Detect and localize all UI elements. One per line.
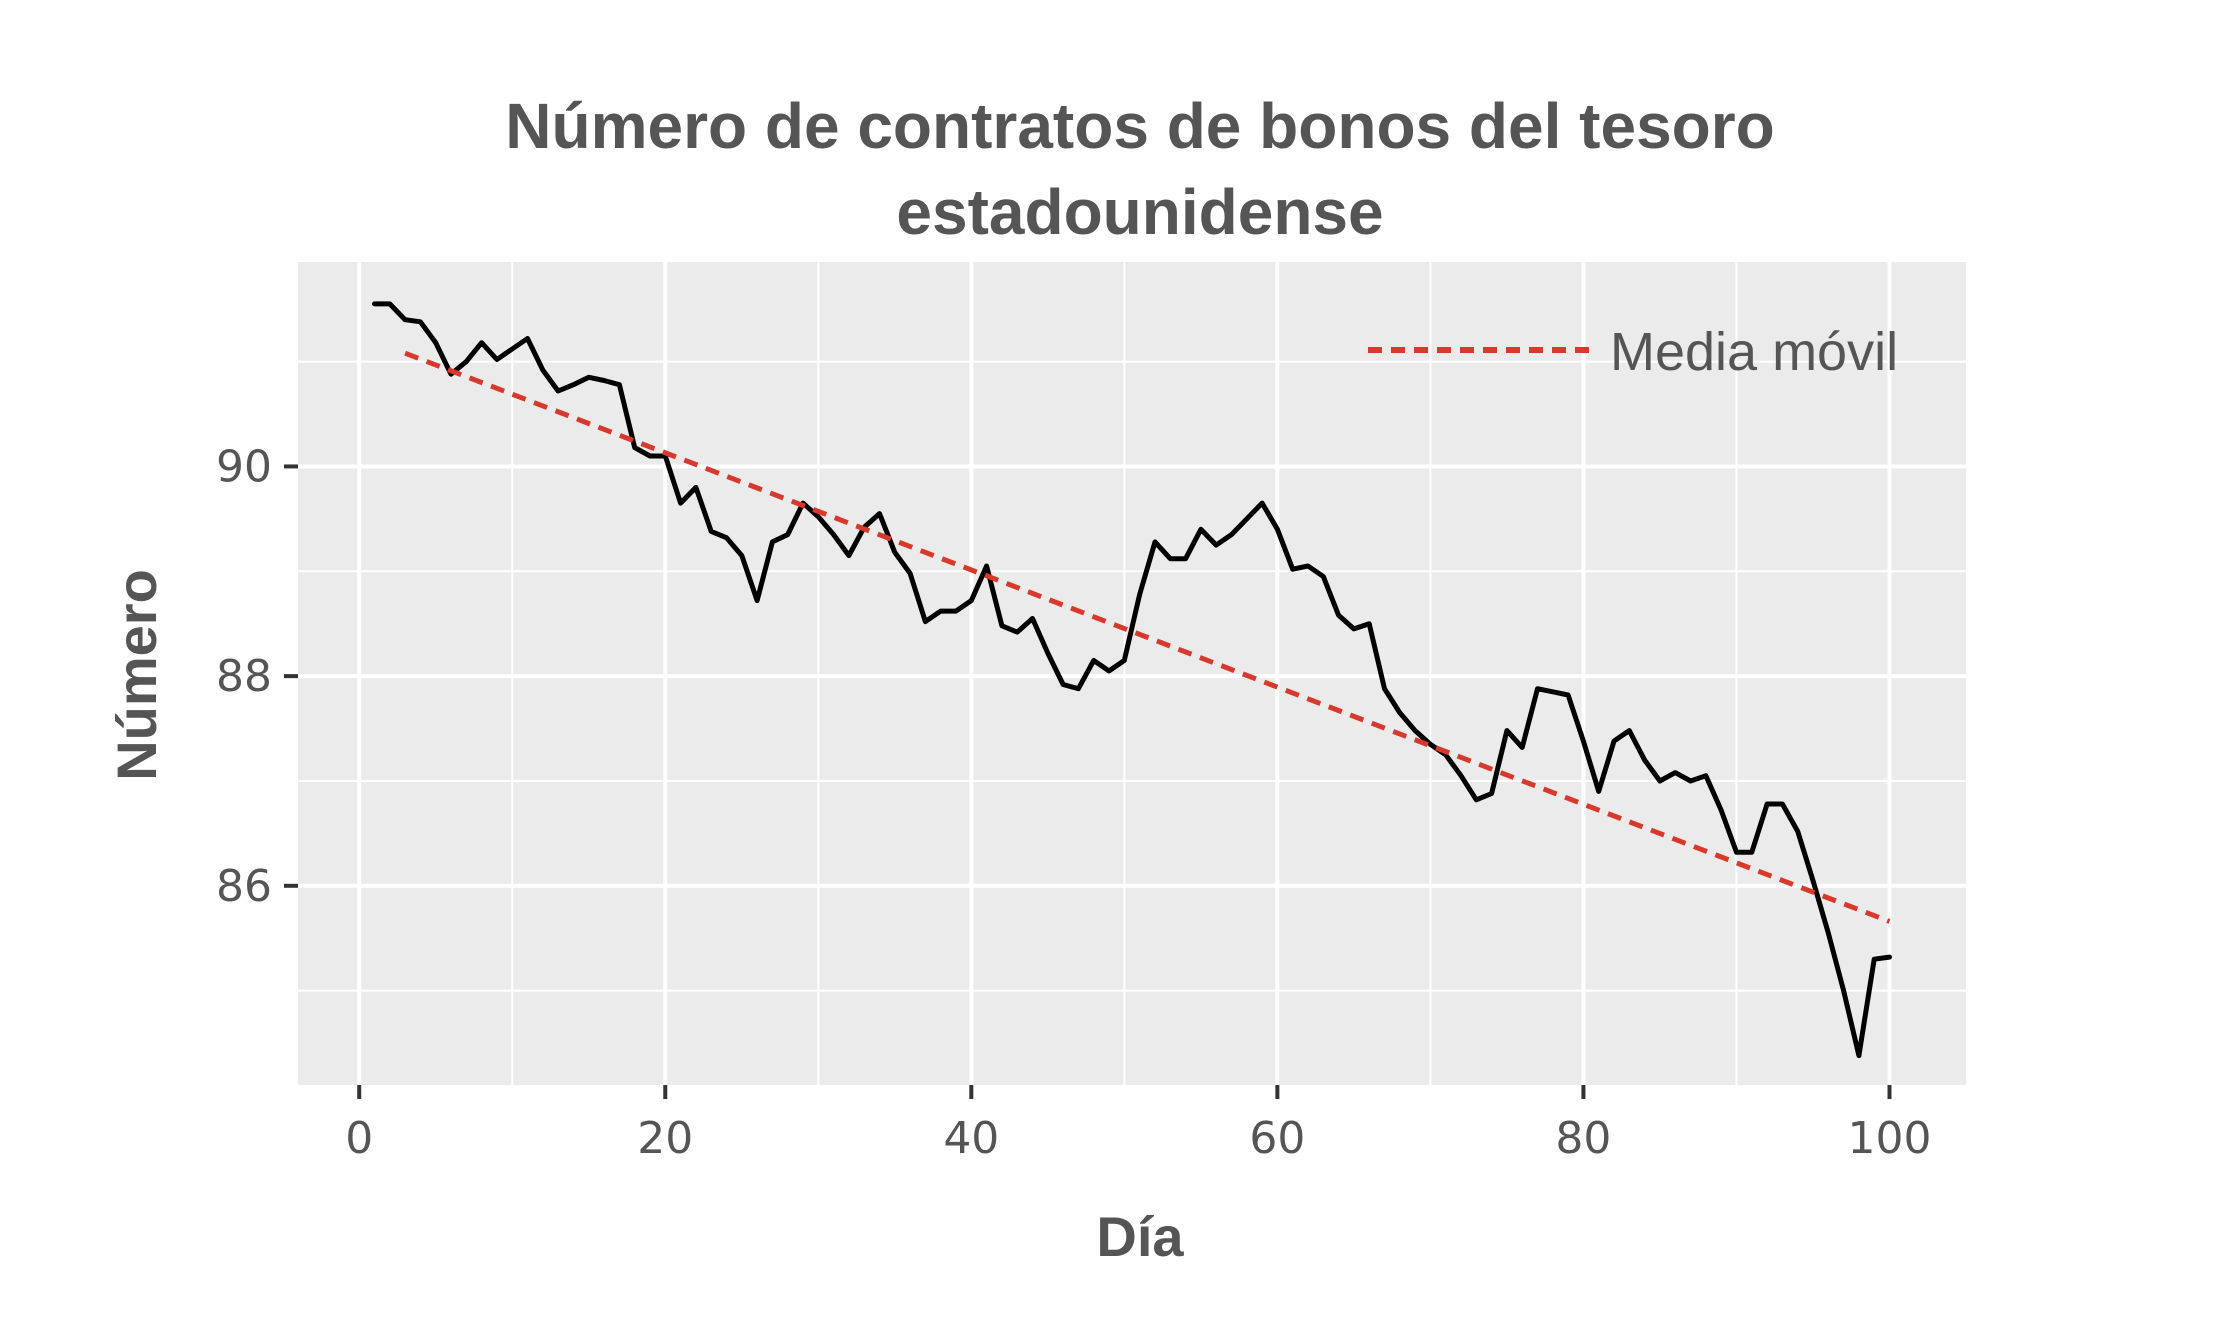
x-tick-label: 0 — [345, 1113, 373, 1164]
chart-title-line-1: Número de contratos de bonos del tesoro — [505, 90, 1775, 162]
series-layer — [372, 301, 1892, 1059]
x-tick-label: 100 — [1847, 1113, 1931, 1164]
axes-layer: 0 20 40 60 80 100 86 88 90 — [216, 441, 1931, 1164]
y-tick-label: 88 — [216, 651, 272, 702]
y-tick-label: 86 — [216, 861, 272, 912]
x-axis-title: Día — [1096, 1205, 1184, 1268]
chart-title-line-2: estadounidense — [896, 176, 1383, 248]
x-tick-label: 80 — [1555, 1113, 1611, 1164]
grid-minor — [298, 262, 1966, 1085]
contracts-series-line — [372, 301, 1892, 1059]
x-tick-label: 40 — [943, 1113, 999, 1164]
legend: Media móvil — [1368, 322, 1898, 382]
y-tick-label: 90 — [216, 441, 272, 492]
x-tick-label: 60 — [1249, 1113, 1305, 1164]
y-axis-title: Número — [105, 569, 168, 781]
x-tick-label: 20 — [637, 1113, 693, 1164]
moving-average-line — [404, 350, 1891, 924]
legend-label-moving-average: Media móvil — [1610, 322, 1898, 382]
grid-major — [298, 262, 1966, 1085]
plot-panel — [298, 262, 1966, 1085]
